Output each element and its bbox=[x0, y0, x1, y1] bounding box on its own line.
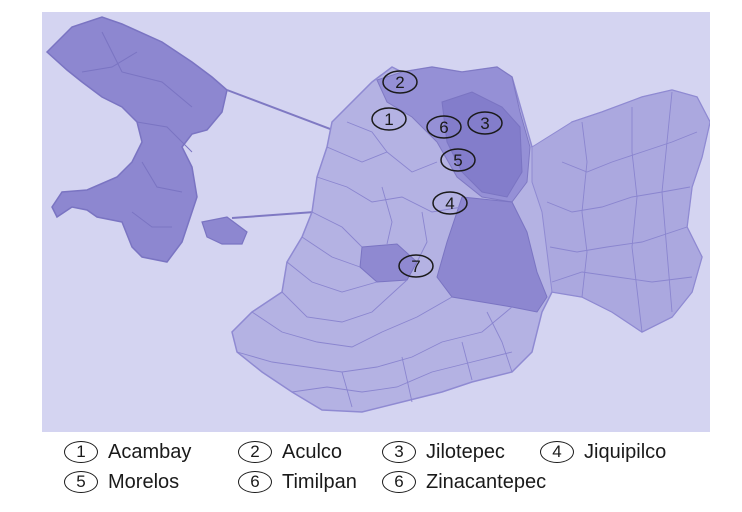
map-marker-4: 4 bbox=[432, 191, 468, 215]
map-marker-6-label: 6 bbox=[439, 118, 448, 137]
legend-item-timilpan: 6 Timilpan bbox=[238, 468, 357, 496]
map-marker-3-label: 3 bbox=[480, 114, 489, 133]
inset-boundaries bbox=[81, 31, 193, 228]
map-marker-5-label: 5 bbox=[453, 151, 462, 170]
map-marker-3: 3 bbox=[467, 111, 503, 135]
map-marker-1: 1 bbox=[371, 107, 407, 131]
central-corridor bbox=[436, 196, 548, 313]
state-map: 2 1 6 3 5 4 7 bbox=[45, 16, 710, 413]
legend-label: Timilpan bbox=[282, 470, 357, 493]
legend-item-zinacantepec: 6 Zinacantepec bbox=[382, 468, 546, 496]
map-marker-2: 2 bbox=[382, 70, 418, 94]
legend-label: Morelos bbox=[108, 470, 180, 493]
legend-badge: 3 bbox=[382, 441, 416, 463]
legend-badge: 1 bbox=[64, 441, 98, 463]
legend-badge: 4 bbox=[540, 441, 574, 463]
eastern-region bbox=[531, 89, 710, 333]
legend-label: Acambay bbox=[108, 440, 192, 463]
legend-item-jiquipilco: 4 Jiquipilco bbox=[540, 438, 666, 466]
map-frame: 2 1 6 3 5 4 7 bbox=[42, 12, 710, 432]
legend-label: Jilotepec bbox=[426, 440, 505, 463]
map-marker-6: 6 bbox=[426, 115, 462, 139]
legend-badge: 2 bbox=[238, 441, 272, 463]
legend-label: Jiquipilco bbox=[584, 440, 667, 463]
legend-item-jilotepec: 3 Jilotepec bbox=[382, 438, 505, 466]
legend-item-acambay: 1 Acambay bbox=[64, 438, 191, 466]
map-marker-7-label: 7 bbox=[411, 257, 420, 276]
legend-badge: 6 bbox=[238, 471, 272, 493]
map-marker-4-label: 4 bbox=[445, 194, 454, 213]
inset-island bbox=[201, 216, 248, 245]
map-marker-5: 5 bbox=[440, 148, 476, 172]
legend-label: Zinacantepec bbox=[426, 470, 547, 493]
map-marker-2-label: 2 bbox=[395, 73, 404, 92]
map-marker-7: 7 bbox=[398, 254, 434, 278]
legend-badge: 6 bbox=[382, 471, 416, 493]
municipal-boundaries bbox=[236, 91, 698, 408]
legend-badge: 5 bbox=[64, 471, 98, 493]
inset-region bbox=[45, 16, 228, 263]
map-legend: 1 Acambay 2 Aculco 3 Jilotepec 4 Jiquipi… bbox=[64, 436, 724, 498]
legend-item-morelos: 5 Morelos bbox=[64, 468, 179, 496]
map-marker-1-label: 1 bbox=[384, 110, 393, 129]
legend-item-aculco: 2 Aculco bbox=[238, 438, 342, 466]
legend-label: Aculco bbox=[282, 440, 343, 463]
